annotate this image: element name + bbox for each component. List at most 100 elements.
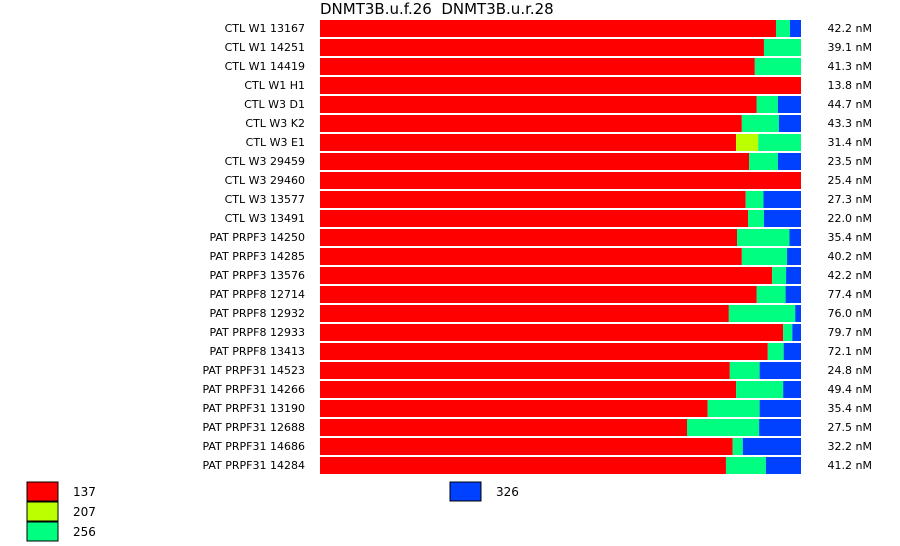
- bar-segment-256: [741, 115, 779, 132]
- bar-segment-326: [763, 210, 801, 227]
- bar-segment-137: [320, 248, 742, 265]
- row-label: PAT PRPF31 14523: [202, 364, 305, 377]
- bar-segment-137: [320, 381, 737, 398]
- bar-segment-137: [320, 172, 801, 189]
- bar-segment-256: [783, 324, 793, 341]
- bar-segment-137: [320, 400, 708, 417]
- bar-segment-256: [729, 362, 760, 379]
- bar-segment-256: [737, 229, 790, 246]
- bar-segment-326: [742, 438, 801, 455]
- row-label: PAT PRPF8 12714: [209, 288, 305, 301]
- row-value-label: 23.5 nM: [828, 155, 872, 168]
- row-value-label: 39.1 nM: [828, 41, 872, 54]
- legend-label-207: 207: [73, 505, 96, 519]
- bar-segment-137: [320, 362, 730, 379]
- row-label: CTL W3 K2: [245, 117, 305, 130]
- bar-segment-137: [320, 134, 737, 151]
- row-label: PAT PRPF3 13576: [209, 269, 305, 282]
- row-label: CTL W3 13491: [225, 212, 305, 225]
- row-value-label: 72.1 nM: [828, 345, 872, 358]
- bar-segment-326: [789, 20, 801, 37]
- bar-segment-256: [707, 400, 760, 417]
- bar-segment-326: [795, 305, 801, 322]
- bar-segment-256: [756, 286, 786, 303]
- bar-segment-256: [772, 267, 787, 284]
- bar-segment-256: [741, 248, 788, 265]
- row-value-label: 49.4 nM: [828, 383, 872, 396]
- legend-swatch-137: [26, 481, 59, 502]
- bar-segment-256: [748, 210, 764, 227]
- row-label: CTL W3 29460: [225, 174, 305, 187]
- row-label: PAT PRPF31 14266: [202, 383, 305, 396]
- row-label: CTL W3 13577: [225, 193, 305, 206]
- row-label: PAT PRPF8 12933: [209, 326, 305, 339]
- row-value-label: 79.7 nM: [828, 326, 872, 339]
- bar-segment-326: [792, 324, 801, 341]
- row-value-label: 41.3 nM: [828, 60, 872, 73]
- bar-segment-137: [320, 210, 749, 227]
- row-value-label: 40.2 nM: [828, 250, 872, 263]
- row-label: PAT PRPF3 14285: [209, 250, 305, 263]
- bar-segment-326: [759, 400, 801, 417]
- legend-label-137: 137: [73, 485, 96, 499]
- row-value-label: 77.4 nM: [828, 288, 872, 301]
- bar-segment-256: [754, 58, 801, 75]
- bar-segment-137: [320, 39, 764, 56]
- bar-segment-256: [745, 191, 764, 208]
- bar-segment-256: [725, 457, 766, 474]
- legend-swatch-326: [449, 481, 482, 502]
- row-label: CTL W3 D1: [244, 98, 305, 111]
- bar-segment-326: [787, 248, 801, 265]
- bar-segment-137: [320, 96, 757, 113]
- row-label: CTL W3 29459: [225, 155, 305, 168]
- row-value-label: 43.3 nM: [828, 117, 872, 130]
- bar-segment-137: [320, 286, 757, 303]
- bar-segment-137: [320, 343, 768, 360]
- row-value-label: 41.2 nM: [828, 459, 872, 472]
- bar-segment-326: [778, 115, 801, 132]
- row-label: PAT PRPF8 12932: [209, 307, 305, 320]
- bar-segment-256: [728, 305, 796, 322]
- bar-segment-326: [777, 96, 801, 113]
- row-value-label: 27.5 nM: [828, 421, 872, 434]
- bar-segment-326: [783, 343, 801, 360]
- bar-segment-256: [767, 343, 784, 360]
- row-label: CTL W1 14251: [225, 41, 305, 54]
- bar-segment-256: [749, 153, 778, 170]
- row-label: PAT PRPF3 14250: [209, 231, 305, 244]
- bar-segment-137: [320, 324, 784, 341]
- row-value-label: 22.0 nM: [828, 212, 872, 225]
- bar-segment-137: [320, 305, 729, 322]
- row-value-label: 44.7 nM: [828, 98, 872, 111]
- row-value-label: 42.2 nM: [828, 22, 872, 35]
- bar-segment-137: [320, 457, 726, 474]
- row-label: PAT PRPF31 13190: [202, 402, 305, 415]
- row-label: CTL W1 13167: [225, 22, 305, 35]
- bar-segment-137: [320, 77, 801, 94]
- bar-segment-326: [759, 362, 801, 379]
- legend-label-256: 256: [73, 525, 96, 539]
- bar-segment-256: [775, 20, 790, 37]
- bar-segment-137: [320, 438, 733, 455]
- row-value-label: 35.4 nM: [828, 231, 872, 244]
- bar-segment-137: [320, 267, 773, 284]
- legend-label-326: 326: [496, 485, 519, 499]
- bar-segment-256: [756, 96, 778, 113]
- bar-segment-137: [320, 153, 750, 170]
- row-label: PAT PRPF31 14284: [202, 459, 305, 472]
- bar-segment-256: [736, 381, 784, 398]
- bar-segment-326: [759, 419, 801, 436]
- row-label: CTL W1 14419: [225, 60, 305, 73]
- bar-segment-137: [320, 419, 688, 436]
- row-value-label: 31.4 nM: [828, 136, 872, 149]
- row-value-label: 76.0 nM: [828, 307, 872, 320]
- bar-segment-256: [763, 39, 801, 56]
- row-value-label: 24.8 nM: [828, 364, 872, 377]
- bar-segment-326: [789, 229, 801, 246]
- bar-segment-326: [783, 381, 801, 398]
- row-value-label: 42.2 nM: [828, 269, 872, 282]
- bar-segment-326: [763, 191, 801, 208]
- bar-segment-137: [320, 20, 776, 37]
- row-value-label: 13.8 nM: [828, 79, 872, 92]
